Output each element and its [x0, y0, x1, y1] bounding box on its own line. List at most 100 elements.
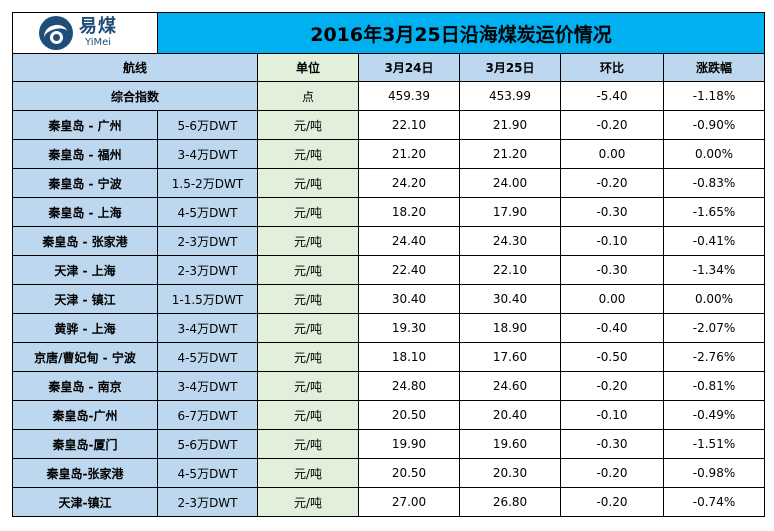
- tonnage-cell: 1-1.5万DWT: [157, 284, 258, 314]
- header-unit: 单位: [257, 53, 359, 82]
- tonnage-cell: 3-4万DWT: [157, 371, 258, 401]
- freight-rate-sheet: 易煤 YiMei 2016年3月25日沿海煤炭运价情况 航线 单位 3月24日 …: [12, 12, 766, 517]
- date-1-cell: 20.50: [358, 400, 460, 430]
- pct-cell: -1.51%: [662, 429, 766, 459]
- date-2-cell: 17.60: [459, 342, 561, 372]
- date-2-cell: 22.10: [459, 255, 561, 285]
- change-cell: -0.20: [560, 168, 664, 198]
- date-2-cell: 26.80: [459, 487, 561, 517]
- date-2-cell: 17.90: [459, 197, 561, 227]
- change-cell: -0.20: [560, 371, 664, 401]
- table-row: 京唐/曹妃甸 - 宁波 4-5万DWT 元/吨 18.10 17.60 -0.50 -2.7…: [12, 342, 766, 372]
- change-cell: -0.30: [560, 255, 664, 285]
- route-cell: 天津 - 镇江: [12, 284, 158, 314]
- date-1-cell: 18.20: [358, 197, 460, 227]
- freight-rate-table: 易煤 YiMei 2016年3月25日沿海煤炭运价情况 航线 单位 3月24日 …: [12, 12, 766, 517]
- table-row: 秦皇岛 - 福州 3-4万DWT 元/吨 21.20 21.20 0.00 0.00%: [12, 139, 766, 169]
- header-pct: 涨跌幅: [662, 53, 766, 82]
- unit-cell: 元/吨: [257, 255, 359, 285]
- tonnage-cell: 2-3万DWT: [157, 487, 258, 517]
- change-cell: -0.40: [560, 313, 664, 343]
- table-row: 秦皇岛-张家港 4-5万DWT 元/吨 20.50 20.30 -0.20 -0.98%: [12, 458, 766, 488]
- route-cell: 秦皇岛 - 福州: [12, 139, 158, 169]
- change-cell: -0.20: [560, 487, 664, 517]
- route-cell: 秦皇岛 - 南京: [12, 371, 158, 401]
- date-1-cell: 27.00: [358, 487, 460, 517]
- change-cell: -0.20: [560, 110, 664, 140]
- pct-cell: 0.00%: [662, 139, 766, 169]
- pct-cell: 0.00%: [662, 284, 766, 314]
- table-row: 天津-镇江 2-3万DWT 元/吨 27.00 26.80 -0.20 -0.74%: [12, 487, 766, 517]
- route-cell: 京唐/曹妃甸 - 宁波: [12, 342, 158, 372]
- date-2-cell: 20.30: [459, 458, 561, 488]
- date-2-cell: 24.00: [459, 168, 561, 198]
- unit-cell: 元/吨: [257, 197, 359, 227]
- table-row: 秦皇岛 - 广州 5-6万DWT 元/吨 22.10 21.90 -0.20 -0.90%: [12, 110, 766, 140]
- date-2-cell: 30.40: [459, 284, 561, 314]
- pct-cell: -1.34%: [662, 255, 766, 285]
- table-row: 秦皇岛 - 上海 4-5万DWT 元/吨 18.20 17.90 -0.30 -1.65%: [12, 197, 766, 227]
- table-row: 天津 - 镇江 1-1.5万DWT 元/吨 30.40 30.40 0.00 0.00%: [12, 284, 766, 314]
- date-1-cell: 24.40: [358, 226, 460, 256]
- change-cell: -0.20: [560, 458, 664, 488]
- pct-cell: -0.98%: [662, 458, 766, 488]
- index-unit: 点: [257, 81, 359, 111]
- tonnage-cell: 4-5万DWT: [157, 342, 258, 372]
- route-cell: 秦皇岛 - 广州: [12, 110, 158, 140]
- pct-cell: -0.90%: [662, 110, 766, 140]
- date-1-cell: 19.30: [358, 313, 460, 343]
- index-pct: -1.18%: [662, 81, 766, 111]
- date-1-cell: 21.20: [358, 139, 460, 169]
- route-cell: 黄骅 - 上海: [12, 313, 158, 343]
- unit-cell: 元/吨: [257, 168, 359, 198]
- unit-cell: 元/吨: [257, 429, 359, 459]
- date-1-cell: 20.50: [358, 458, 460, 488]
- change-cell: -0.50: [560, 342, 664, 372]
- pct-cell: -0.41%: [662, 226, 766, 256]
- date-1-cell: 30.40: [358, 284, 460, 314]
- pct-cell: -2.76%: [662, 342, 766, 372]
- tonnage-cell: 2-3万DWT: [157, 255, 258, 285]
- route-cell: 秦皇岛-厦门: [12, 429, 158, 459]
- index-change: -5.40: [560, 81, 664, 111]
- route-cell: 天津 - 上海: [12, 255, 158, 285]
- tonnage-cell: 1.5-2万DWT: [157, 168, 258, 198]
- change-cell: -0.30: [560, 429, 664, 459]
- unit-cell: 元/吨: [257, 487, 359, 517]
- sheet-title: 2016年3月25日沿海煤炭运价情况: [156, 12, 766, 54]
- route-cell: 秦皇岛-张家港: [12, 458, 158, 488]
- unit-cell: 元/吨: [257, 400, 359, 430]
- date-1-cell: 22.10: [358, 110, 460, 140]
- yimei-logo-icon: [39, 16, 73, 50]
- unit-cell: 元/吨: [257, 458, 359, 488]
- date-1-cell: 18.10: [358, 342, 460, 372]
- tonnage-cell: 4-5万DWT: [157, 197, 258, 227]
- table-row: 秦皇岛 - 张家港 2-3万DWT 元/吨 24.40 24.30 -0.10 -0.41%: [12, 226, 766, 256]
- tonnage-cell: 5-6万DWT: [157, 110, 258, 140]
- unit-cell: 元/吨: [257, 313, 359, 343]
- pct-cell: -1.65%: [662, 197, 766, 227]
- header-route: 航线: [12, 53, 258, 82]
- route-cell: 秦皇岛 - 宁波: [12, 168, 158, 198]
- table-row: 天津 - 上海 2-3万DWT 元/吨 22.40 22.10 -0.30 -1.34%: [12, 255, 766, 285]
- header-date-2: 3月25日: [459, 53, 561, 82]
- change-cell: 0.00: [560, 139, 664, 169]
- index-date-2: 453.99: [459, 81, 561, 111]
- date-1-cell: 19.90: [358, 429, 460, 459]
- unit-cell: 元/吨: [257, 139, 359, 169]
- date-2-cell: 24.60: [459, 371, 561, 401]
- index-label: 综合指数: [12, 81, 258, 111]
- pct-cell: -0.74%: [662, 487, 766, 517]
- title-row: 易煤 YiMei 2016年3月25日沿海煤炭运价情况: [12, 12, 766, 54]
- logo-cell: 易煤 YiMei: [12, 12, 158, 54]
- index-date-1: 459.39: [358, 81, 460, 111]
- date-2-cell: 24.30: [459, 226, 561, 256]
- date-2-cell: 21.20: [459, 139, 561, 169]
- logo-name-cn: 易煤: [79, 16, 117, 37]
- change-cell: -0.10: [560, 400, 664, 430]
- date-2-cell: 21.90: [459, 110, 561, 140]
- header-date-1: 3月24日: [358, 53, 460, 82]
- date-2-cell: 18.90: [459, 313, 561, 343]
- pct-cell: -2.07%: [662, 313, 766, 343]
- route-cell: 天津-镇江: [12, 487, 158, 517]
